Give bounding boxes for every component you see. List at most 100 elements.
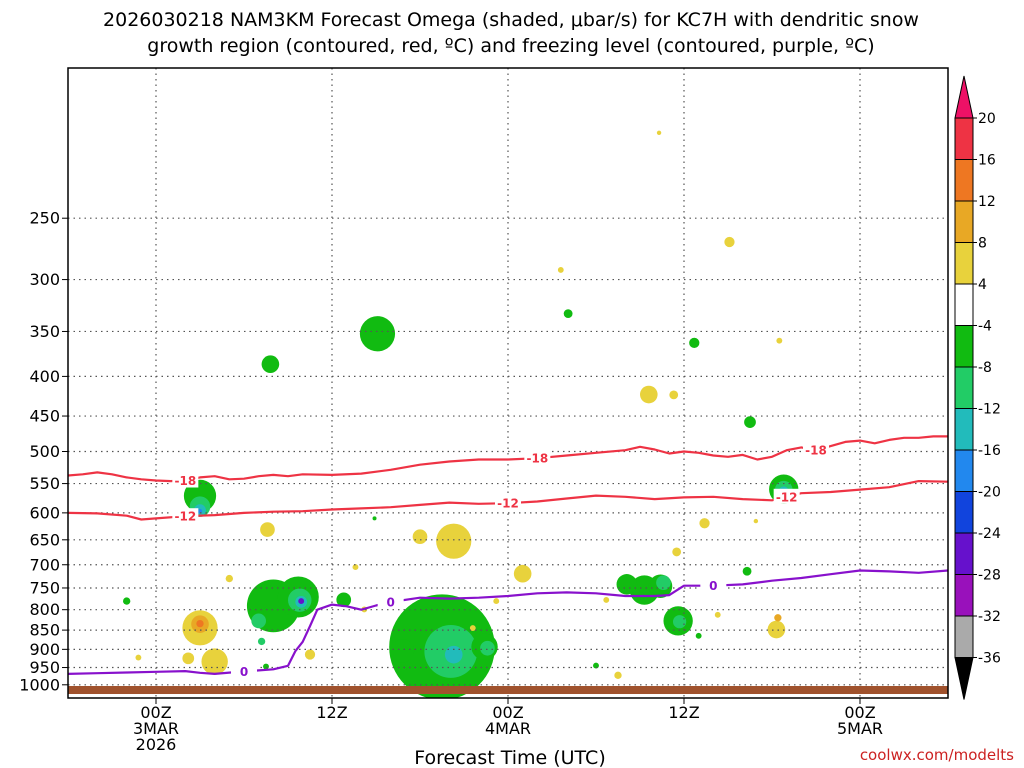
- colorbar-label: -36: [978, 651, 1001, 667]
- isotherm-label: -18: [174, 474, 196, 488]
- omega-cell: [714, 611, 721, 618]
- isotherm-label: -12: [174, 510, 196, 524]
- isotherm-label: 0: [240, 665, 248, 679]
- omega-cell: [261, 355, 280, 373]
- omega-cell: [412, 529, 428, 545]
- colorbar-segment: [954, 200, 974, 243]
- omega-cell: [742, 566, 752, 576]
- colorbar-label: -24: [978, 526, 1001, 542]
- omega-cell: [201, 648, 228, 675]
- y-tick-label: 550: [29, 474, 60, 493]
- y-tick-label: 900: [29, 640, 60, 659]
- omega-cell: [774, 614, 782, 622]
- credit-link[interactable]: coolwx.com/modelts: [860, 746, 1014, 764]
- x-tick-label: 12Z: [316, 703, 347, 722]
- y-tick-label: 750: [29, 578, 60, 597]
- y-tick-label: 1000: [19, 675, 60, 694]
- isotherm-label-bg: [495, 495, 521, 511]
- y-tick-label: 850: [29, 621, 60, 640]
- omega-cell: [493, 598, 500, 604]
- isotherm-label: -18: [526, 452, 548, 466]
- colorbar-segment: [954, 325, 974, 368]
- isotherm-label: -12: [497, 497, 519, 511]
- omega-cell: [182, 652, 195, 665]
- omega-cell: [444, 645, 463, 664]
- colorbar-label: 12: [978, 194, 996, 210]
- omega-cell: [372, 516, 377, 521]
- colorbar-bottom-arrow: [954, 657, 974, 700]
- omega-cell: [669, 390, 679, 400]
- omega-cell: [336, 592, 352, 608]
- colorbar-label: -32: [978, 609, 1001, 625]
- omega-cell: [196, 619, 204, 628]
- colorbar-label: 4: [978, 277, 987, 293]
- omega-cell: [563, 309, 573, 319]
- colorbar-segment: [954, 491, 974, 534]
- omega-cell: [616, 574, 638, 595]
- x-tick-label: 4MAR: [485, 719, 531, 738]
- y-tick-label: 800: [29, 600, 60, 619]
- colorbar-segment: [954, 574, 974, 617]
- isotherm-label-bg: [700, 577, 727, 593]
- omega-cell: [776, 337, 783, 344]
- isotherm-line: [68, 569, 948, 675]
- colorbar-label: -12: [978, 402, 1001, 418]
- y-tick-label: 500: [29, 442, 60, 461]
- x-tick-label: 5MAR: [837, 719, 883, 738]
- colorbar-top-arrow: [954, 75, 974, 119]
- isotherm-label-bg: [377, 594, 404, 610]
- isotherm-label: 0: [386, 596, 394, 610]
- omega-cell: [480, 640, 495, 656]
- x-tick-label: 00Z: [844, 703, 875, 722]
- y-tick-label: 950: [29, 658, 60, 677]
- omega-cell: [724, 236, 735, 248]
- colorbar-label: 20: [978, 111, 996, 127]
- y-tick-label: 350: [29, 322, 60, 341]
- omega-cell: [614, 671, 622, 679]
- x-tick-label: 00Z: [140, 703, 171, 722]
- x-tick-label: 2026: [136, 735, 177, 754]
- omega-cell: [257, 637, 266, 646]
- omega-shading-layer: [123, 130, 799, 698]
- isotherm-label-bg: [231, 663, 257, 679]
- omega-cell: [390, 639, 415, 663]
- isotherm-label: -18: [805, 444, 827, 458]
- isotherm-label: -12: [776, 490, 798, 504]
- colorbar-label: -8: [978, 360, 992, 376]
- terrain-ground-bar: [68, 686, 948, 694]
- colorbar-segment: [954, 408, 974, 451]
- omega-cell: [263, 663, 269, 670]
- omega-cell: [469, 625, 476, 631]
- omega-cell: [767, 620, 786, 639]
- omega-cell: [753, 518, 759, 524]
- omega-cell: [123, 597, 131, 605]
- isotherm-label-bg: [524, 450, 551, 466]
- y-tick-label: 400: [29, 367, 60, 386]
- y-tick-label: 650: [29, 530, 60, 549]
- omega-cell: [640, 385, 658, 404]
- colorbar-label: -16: [978, 443, 1001, 459]
- chart-title-line-1: 2026030218 NAM3KM Forecast Omega (shaded…: [103, 9, 919, 31]
- colorbar-segment: [954, 159, 974, 202]
- y-tick-label: 600: [29, 503, 60, 522]
- y-tick-label: 450: [29, 407, 60, 426]
- colorbar-label: -4: [978, 319, 992, 335]
- omega-cell: [656, 575, 671, 591]
- omega-cell: [603, 597, 610, 603]
- colorbar-label: 8: [978, 236, 987, 252]
- isotherm-label-bg: [773, 488, 800, 504]
- x-axis-label: Forecast Time (UTC): [414, 747, 605, 768]
- omega-cell: [744, 416, 756, 429]
- omega-cell: [656, 130, 662, 135]
- omega-cell: [557, 267, 564, 273]
- omega-cell: [135, 654, 142, 661]
- y-tick-label: 300: [29, 270, 60, 289]
- colorbar-segment: [954, 615, 974, 658]
- omega-cell: [695, 632, 702, 639]
- colorbar-segment: [954, 117, 974, 160]
- y-tick-label: 250: [29, 209, 60, 228]
- omega-cell: [699, 518, 710, 529]
- x-tick-label: 12Z: [668, 703, 699, 722]
- colorbar-segment: [954, 283, 974, 326]
